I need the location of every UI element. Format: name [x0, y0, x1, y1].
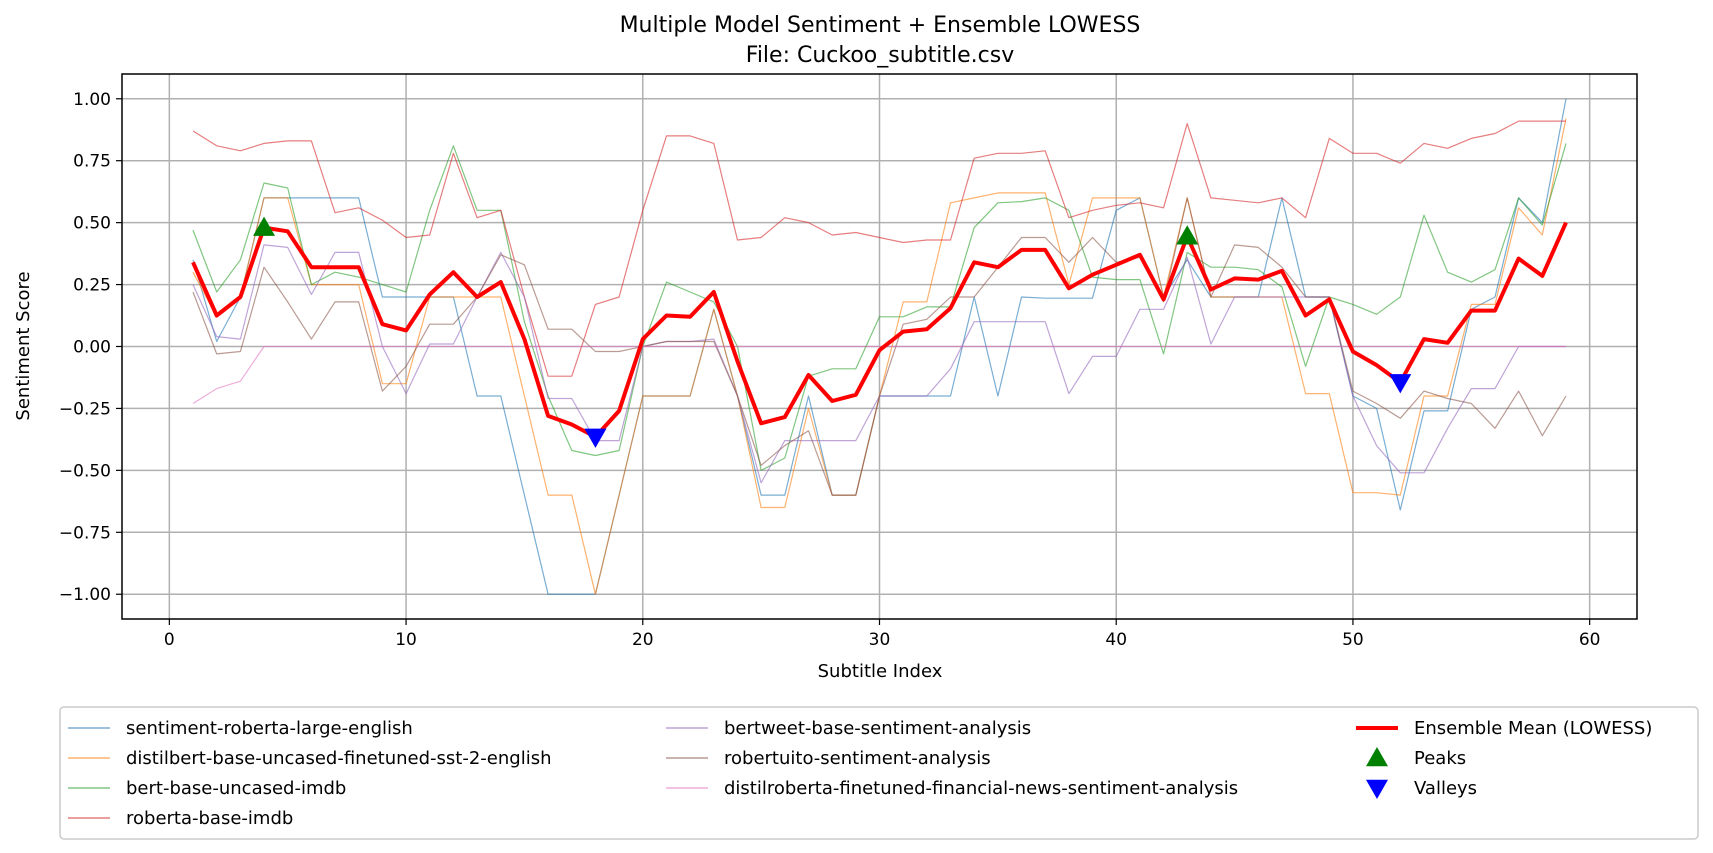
- legend-label: Peaks: [1414, 748, 1466, 769]
- legend-label: distilroberta-finetuned-financial-news-s…: [724, 778, 1238, 799]
- legend-label: robertuito-sentiment-analysis: [724, 748, 991, 769]
- series-lines: [191, 98, 1568, 595]
- plot-frame: [121, 73, 1638, 620]
- y-tick-label: −0.75: [59, 523, 111, 543]
- legend: sentiment-roberta-large-english distilber…: [59, 706, 1699, 840]
- y-tick-label: 1.00: [73, 90, 111, 110]
- legend-label: roberta-base-imdb: [126, 808, 293, 829]
- grid-lines: [122, 74, 1637, 619]
- series-line-7: [192, 345, 1566, 405]
- legend-frame: [59, 706, 1699, 840]
- legend-label: distilbert-base-uncased-finetuned-sst-2-…: [126, 748, 551, 769]
- legend-label: Valleys: [1414, 778, 1477, 799]
- legend-label: sentiment-roberta-large-english: [126, 718, 413, 739]
- series-line-4: [192, 120, 1566, 377]
- x-tick-label: 20: [632, 630, 654, 650]
- axis-ticks: 0 10 20 30 40 50 60 1.00 0.75 0.50 0.25 0.00 −0.25 −0…: [59, 90, 1601, 650]
- chart-title: Multiple Model Sentiment + Ensemble LOWE…: [620, 13, 1141, 38]
- y-tick-label: −0.25: [59, 399, 111, 419]
- peak-valley-markers: [253, 216, 1412, 448]
- y-tick-label: −0.50: [59, 461, 111, 481]
- legend-marker: [1366, 779, 1388, 799]
- peak-marker: [1176, 225, 1199, 245]
- y-tick-label: −1.00: [59, 585, 111, 605]
- y-axis-label: Sentiment Score: [13, 271, 34, 420]
- chart-subtitle: File: Cuckoo_subtitle.csv: [746, 43, 1014, 68]
- series-line-3: [192, 143, 1567, 471]
- legend-label: bert-base-uncased-imdb: [126, 778, 346, 799]
- y-tick-label: 0.50: [73, 214, 111, 234]
- x-tick-label: 40: [1105, 630, 1127, 650]
- x-tick-label: 0: [164, 630, 175, 650]
- peak-marker: [253, 216, 276, 236]
- x-tick-label: 50: [1342, 630, 1364, 650]
- legend-label: Ensemble Mean (LOWESS): [1414, 718, 1652, 739]
- ensemble-line: [191, 221, 1568, 439]
- x-axis-label: Subtitle Index: [818, 661, 943, 682]
- series-line-6: [192, 197, 1567, 496]
- x-tick-label: 60: [1579, 630, 1601, 650]
- x-tick-label: 10: [395, 630, 417, 650]
- y-tick-label: 0.25: [73, 276, 111, 296]
- valley-marker: [584, 428, 607, 448]
- y-tick-label: 0.00: [73, 338, 111, 358]
- y-tick-label: 0.75: [73, 152, 111, 172]
- valley-marker: [1389, 374, 1412, 394]
- legend-label: bertweet-base-sentiment-analysis: [724, 718, 1031, 739]
- legend-marker: [1366, 747, 1388, 767]
- x-tick-label: 30: [869, 630, 891, 650]
